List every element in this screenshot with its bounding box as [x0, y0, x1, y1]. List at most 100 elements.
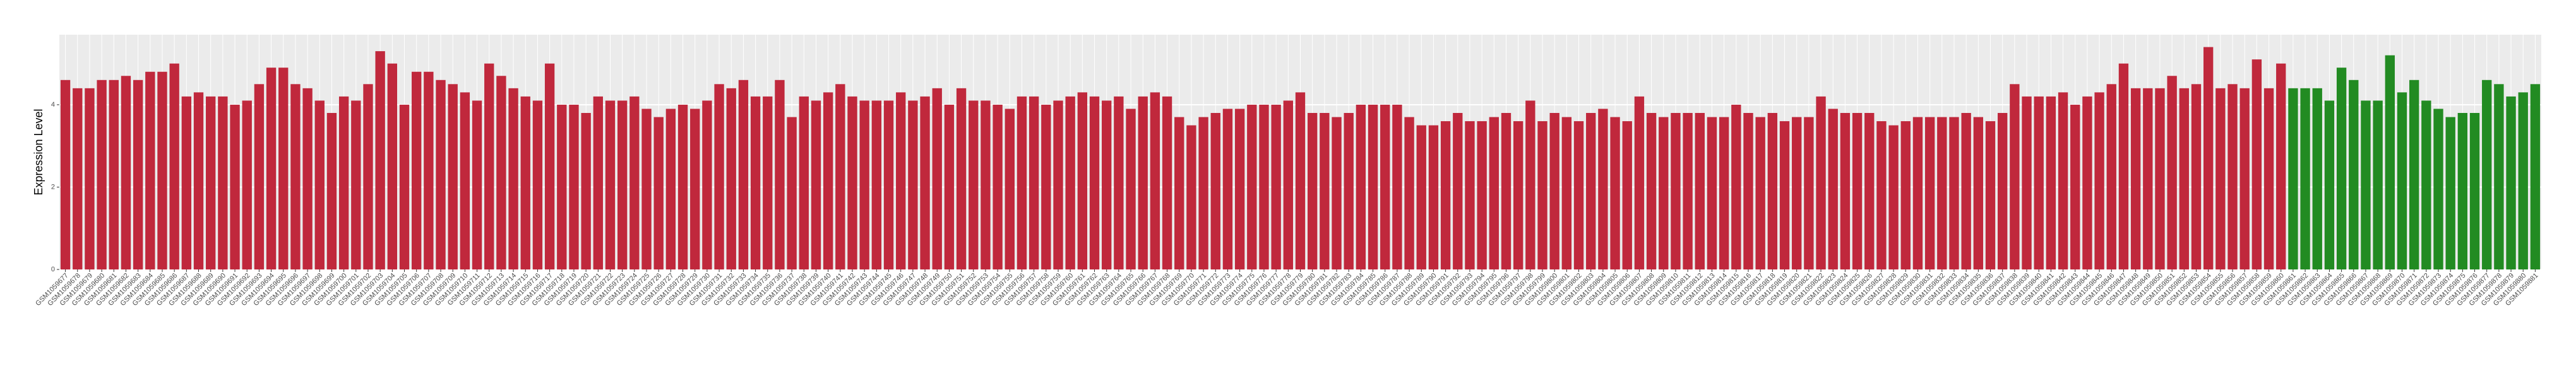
bar — [2263, 88, 2274, 269]
bar — [799, 96, 809, 270]
bar — [2251, 59, 2262, 269]
bar — [1683, 113, 1693, 269]
bar — [1525, 100, 1535, 269]
bar — [1646, 113, 1657, 269]
bar — [1852, 113, 1863, 269]
bar — [1017, 96, 1027, 270]
bar — [242, 100, 252, 269]
bar — [1489, 117, 1499, 269]
bar — [1779, 121, 1790, 269]
bar — [496, 76, 506, 270]
bar — [569, 104, 579, 269]
bar — [544, 63, 555, 270]
bar — [883, 100, 894, 269]
bar — [145, 71, 155, 269]
bar — [2167, 76, 2177, 270]
bar — [2276, 63, 2286, 270]
bar — [2530, 84, 2541, 269]
bar — [641, 109, 652, 269]
bar — [1053, 100, 1063, 269]
bar — [1961, 113, 1971, 269]
bar — [1477, 121, 1487, 269]
bar — [1041, 104, 1051, 269]
bar — [2312, 88, 2322, 269]
bar — [2469, 113, 2480, 269]
bar — [1501, 113, 1512, 269]
bar — [1465, 121, 1475, 269]
bar — [1198, 117, 1208, 269]
bar — [2397, 92, 2407, 270]
bar — [2433, 109, 2443, 269]
bar — [1344, 113, 1354, 269]
bar — [2118, 63, 2129, 270]
bar — [2288, 88, 2298, 269]
bar — [1731, 104, 1741, 269]
bar — [1089, 96, 1100, 270]
bar — [1283, 100, 1293, 269]
bar — [351, 100, 361, 269]
bar — [2361, 100, 2371, 269]
bar — [1320, 113, 1330, 269]
bar — [665, 109, 676, 269]
bar — [1888, 125, 1899, 269]
bar — [2155, 88, 2165, 269]
bar — [1404, 117, 1414, 269]
bar — [2010, 84, 2020, 269]
bar — [1247, 104, 1257, 269]
bar — [1659, 117, 1669, 269]
bar — [278, 68, 289, 270]
bar — [2203, 47, 2214, 269]
bar — [314, 100, 325, 269]
bar — [1924, 117, 1935, 269]
bar — [2385, 55, 2395, 269]
bar — [326, 113, 337, 269]
bar — [302, 88, 313, 269]
bar — [1368, 104, 1378, 269]
bar — [2457, 113, 2468, 269]
bar — [520, 96, 530, 270]
bar — [956, 88, 967, 269]
bar — [193, 92, 204, 270]
bar — [2349, 80, 2359, 269]
bar — [1634, 96, 1645, 270]
bar — [97, 80, 107, 269]
bar — [908, 100, 918, 269]
y-tick-label: 2 — [51, 183, 55, 191]
bar — [557, 104, 567, 269]
bar — [1598, 109, 1608, 269]
bar — [2082, 96, 2092, 270]
bar — [218, 96, 228, 270]
bar — [2106, 84, 2116, 269]
bar — [1743, 113, 1753, 269]
bar — [859, 100, 869, 269]
bar — [1755, 117, 1765, 269]
bar — [338, 96, 349, 270]
bar — [1380, 104, 1390, 269]
bar — [1114, 96, 1124, 270]
bar — [266, 68, 277, 270]
bar — [1622, 121, 1632, 269]
bar — [714, 84, 724, 269]
bar — [472, 100, 482, 269]
bar — [1332, 117, 1342, 269]
bar — [375, 51, 385, 270]
bar — [399, 104, 410, 269]
bar — [1174, 117, 1184, 269]
bar — [73, 88, 83, 269]
bar — [1985, 121, 1996, 269]
bar — [593, 96, 603, 270]
bar — [1259, 104, 1269, 269]
bar — [1973, 117, 1984, 269]
bar — [206, 96, 216, 270]
bar — [1102, 100, 1112, 269]
bar — [254, 84, 265, 269]
bar — [1816, 96, 1826, 270]
bar — [1162, 96, 1172, 270]
y-tick-label: 0 — [51, 266, 55, 273]
bar — [920, 96, 930, 270]
bar — [2070, 104, 2080, 269]
y-tick-label: 4 — [51, 101, 55, 109]
bar — [726, 88, 736, 269]
bar — [448, 84, 458, 269]
